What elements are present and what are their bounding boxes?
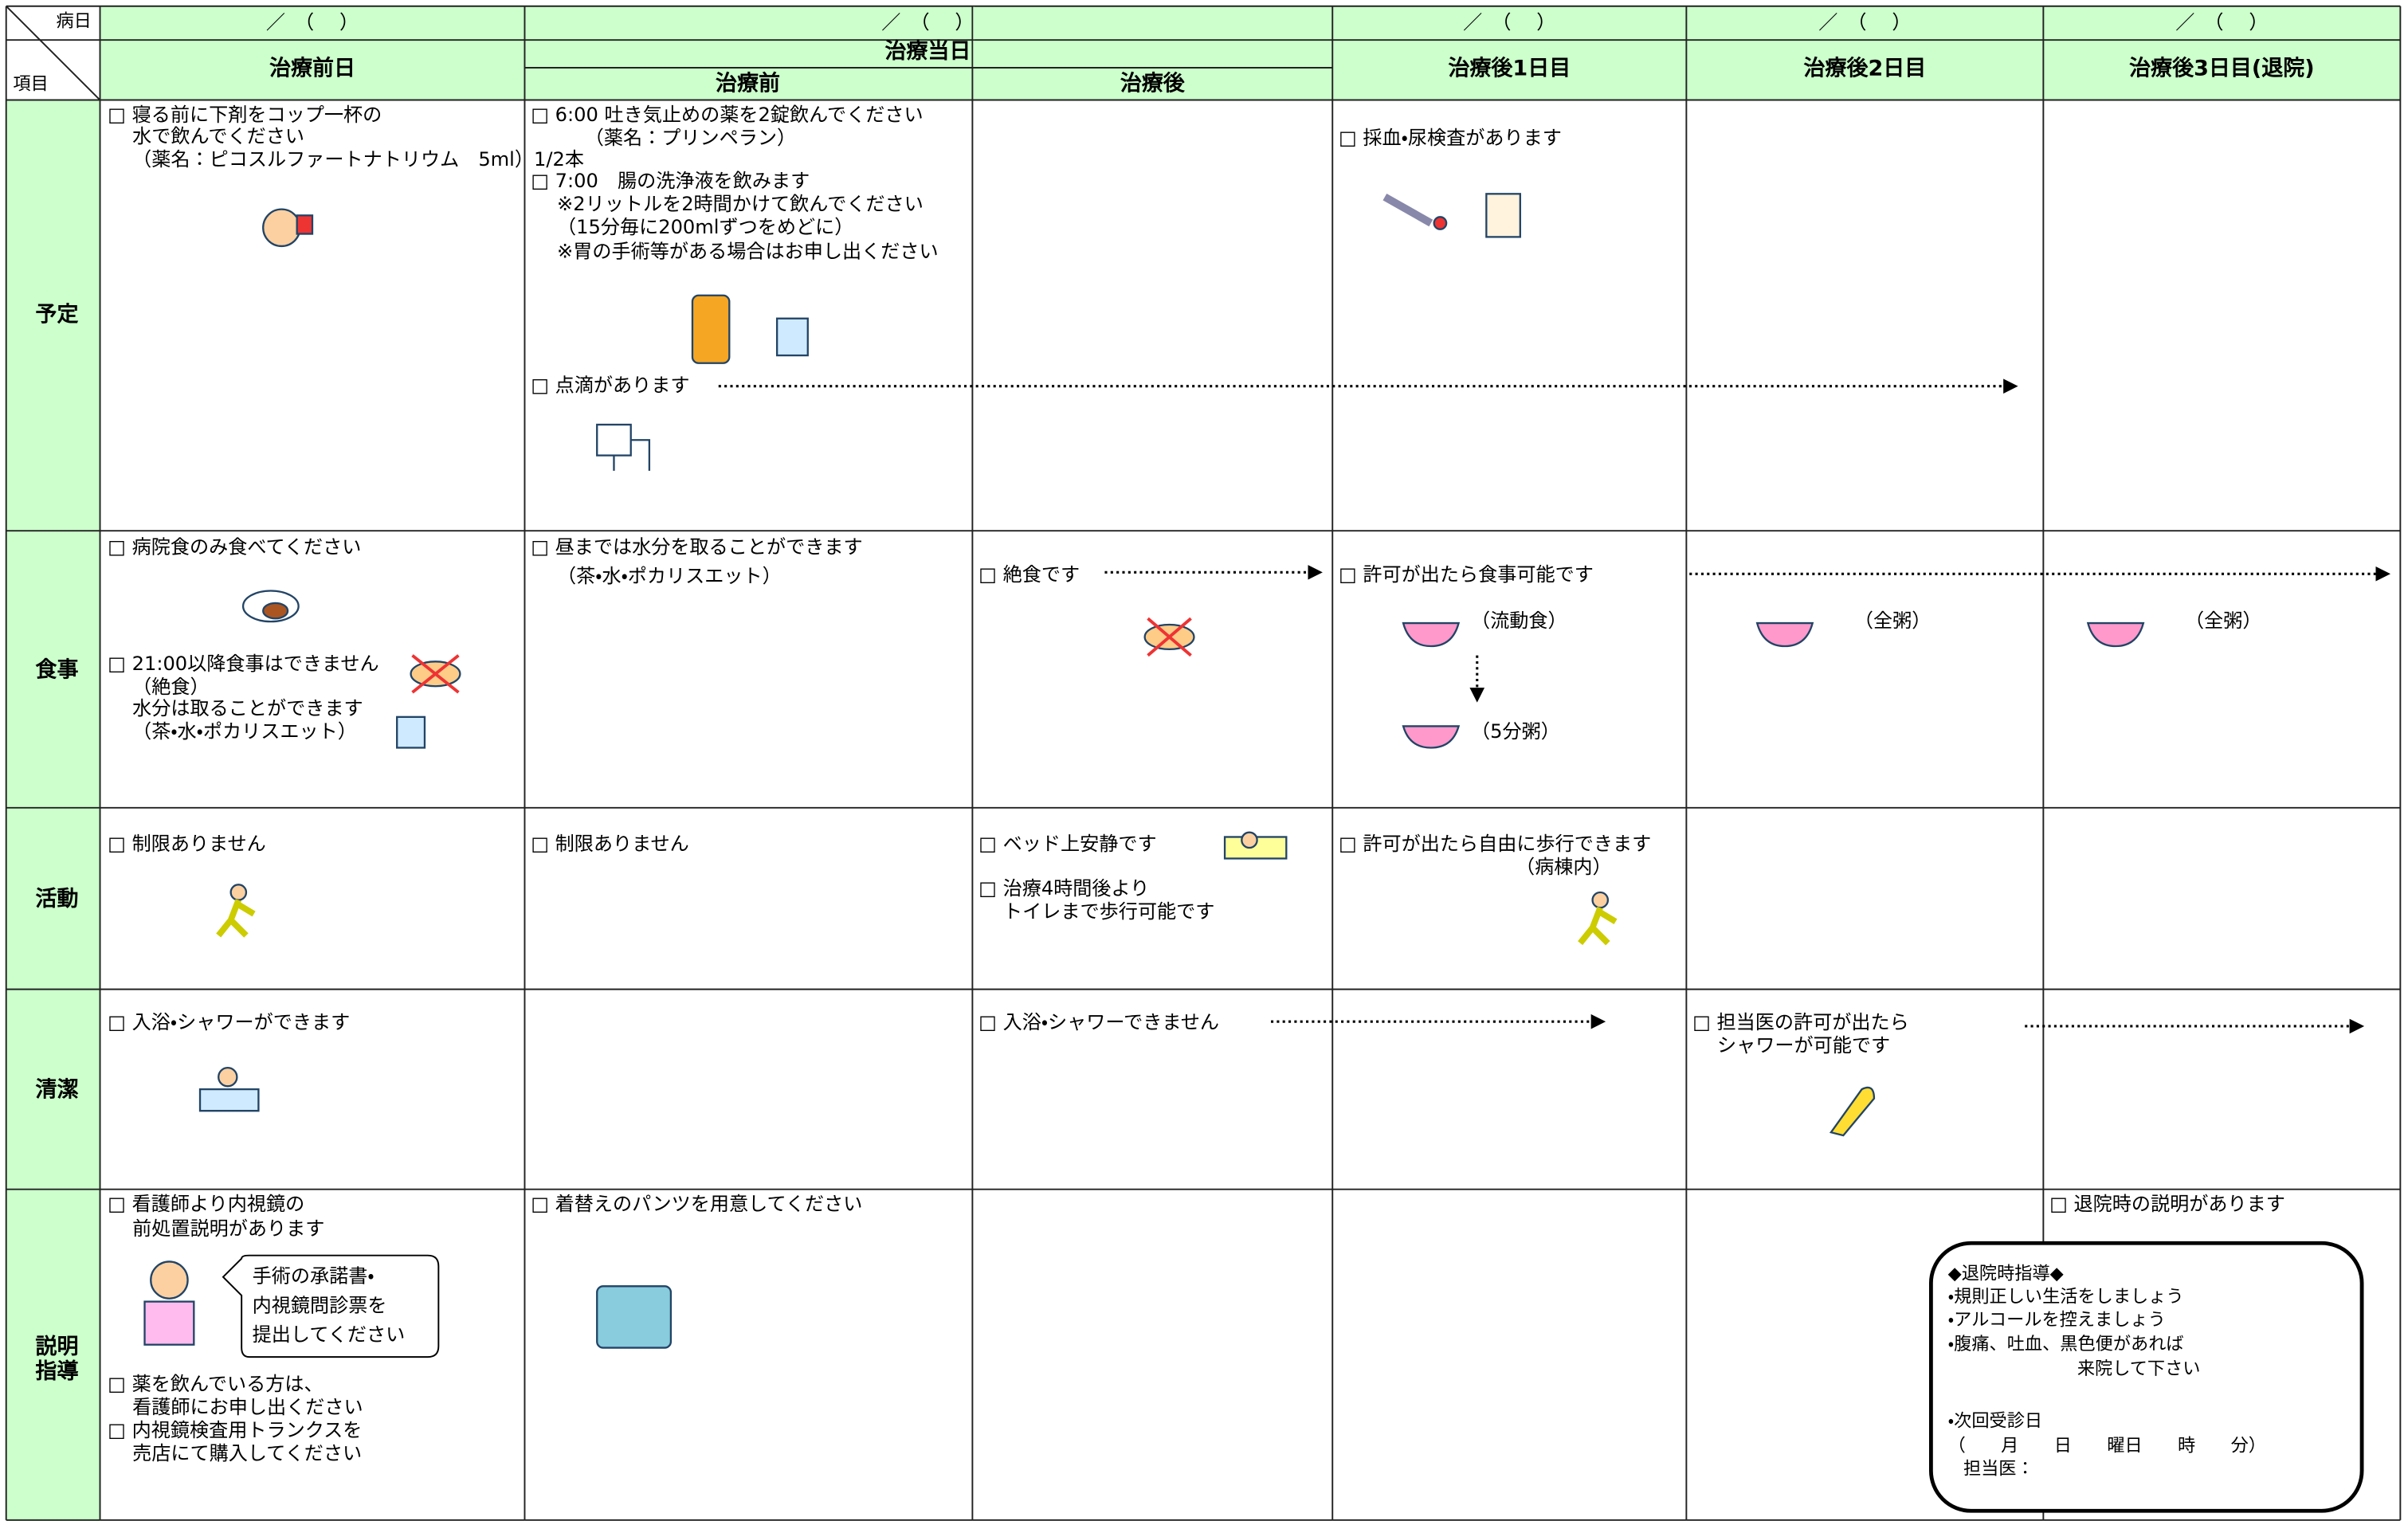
grid <box>5 5 2402 1521</box>
text: 前処置説明があります <box>132 1217 324 1240</box>
text: 清潔 <box>35 1078 78 1103</box>
text: □ 制限ありません <box>108 833 266 855</box>
text: ／ （ ） <box>1463 11 1555 33</box>
text: 治療後1日目 <box>1448 56 1571 80</box>
text: □ 7:00 腸の洗浄液を飲みます <box>531 170 810 192</box>
text: ◆退院時指導◆ <box>1948 1263 2064 1284</box>
text: □ 点滴があります <box>531 374 689 397</box>
text: 水分は取ることができます <box>132 697 363 719</box>
text: （病棟内） <box>1516 856 1612 878</box>
text: 水で飲んでください <box>132 125 304 147</box>
text: （15分毎に200mlずつをめどに） <box>557 216 853 238</box>
text: 説明 <box>35 1335 78 1359</box>
text: □ 採血・尿検査があります <box>1339 127 1562 149</box>
text: ※2リットルを2時間かけて飲んでください <box>557 193 924 215</box>
text: 活動 <box>35 887 78 911</box>
text: （5分粥） <box>1471 720 1560 743</box>
text: 治療後 <box>1120 72 1186 96</box>
text: □ 入浴・シャワーができます <box>108 1011 350 1033</box>
text: □ 入浴・シャワーできません <box>978 1011 1219 1033</box>
text: 治療後2日目 <box>1803 56 1926 80</box>
text: 治療前 <box>716 71 780 96</box>
text: □ 退院時の説明があります <box>2049 1193 2285 1215</box>
text: 看護師にお申し出ください <box>132 1396 363 1418</box>
text: 提出してください <box>253 1323 406 1346</box>
text: 治療前日 <box>269 55 355 80</box>
text: 食事 <box>35 657 78 682</box>
text: □ 内視鏡検査用トランクスを <box>108 1419 362 1441</box>
text: 項目 <box>13 74 48 95</box>
header-cover <box>973 6 975 40</box>
text: □ 制限ありません <box>531 833 689 855</box>
text: （全粥） <box>2185 610 2262 632</box>
text: （流動食） <box>1471 610 1567 632</box>
text: □ 寝る前に下剤をコップ一杯の <box>108 104 382 126</box>
text: 売店にて購入してください <box>132 1442 362 1464</box>
text: □ 治療4時間後より <box>978 877 1149 900</box>
text: □ ベッド上安静です <box>978 833 1156 855</box>
text: 内視鏡問診票を <box>253 1294 387 1316</box>
text: ・アルコールを控えましょう <box>1948 1309 2166 1330</box>
text: （ 月 日 曜日 時 分） <box>1948 1436 2266 1456</box>
text: （薬名：ピコスルファートナトリウム 5ml）1/2本 <box>132 148 584 171</box>
discharge-box <box>1928 1241 2364 1513</box>
text: 治療当日 <box>884 39 971 64</box>
text: 来院して下さい <box>2077 1358 2201 1379</box>
speech-bubble <box>222 1254 440 1358</box>
text: □ 担当医の許可が出たら <box>1692 1011 1909 1033</box>
text: 手術の承諾書・ <box>253 1265 375 1288</box>
text: □ 看護師より内視鏡の <box>108 1193 304 1215</box>
corner-diagonal <box>6 6 101 101</box>
text: 担当医： <box>1963 1459 2034 1480</box>
text: □ 昼までは水分を取ることができます <box>531 535 862 558</box>
text: ／ （ ） <box>1818 11 1911 33</box>
text: 予定 <box>35 302 78 327</box>
header-bg <box>6 6 2401 100</box>
text: シャワーが可能です <box>1717 1034 1890 1056</box>
icon <box>143 193 2145 1349</box>
text: ／ （ ） <box>2175 11 2268 33</box>
text: ・次回受診日 <box>1948 1411 2042 1432</box>
text: （茶・水・ポカリスエット） <box>132 720 357 743</box>
text: ／ （ ） <box>266 11 359 33</box>
label-bg <box>6 100 100 1521</box>
text: □ 絶食です <box>978 563 1080 586</box>
text: トイレまで歩行可能です <box>1003 900 1214 923</box>
text: □ 薬を飲んでいる方は、 <box>108 1373 324 1395</box>
text: ／ （ ） <box>881 11 974 33</box>
text: ※胃の手術等がある場合はお申し出ください <box>557 241 939 263</box>
text: 病日 <box>57 11 92 32</box>
text: 指導 <box>35 1358 78 1384</box>
text: （薬名：プリンペラン） <box>585 127 796 149</box>
text: （全粥） <box>1854 610 1931 632</box>
text: □ 6:00 吐き気止めの薬を2錠飲んでください <box>531 104 923 126</box>
text: 治療後3日目(退院) <box>2129 56 2315 80</box>
text: □ 許可が出たら食事可能です <box>1339 563 1594 586</box>
text: ・腹痛、吐血、黒色便があれば <box>1948 1334 2184 1354</box>
text: □ 21:00以降食事はできません <box>108 653 379 675</box>
text: □ 許可が出たら自由に歩行できます <box>1339 833 1651 855</box>
text: □ 病院食のみ食べてください <box>108 535 361 558</box>
header-cover <box>973 41 975 68</box>
text: （茶・水・ポカリスエット） <box>557 565 782 587</box>
text: □ 着替えのパンツを用意してください <box>531 1193 862 1215</box>
text: （絶食） <box>132 676 210 698</box>
text: ・規則正しい生活をしましょう <box>1948 1286 2184 1307</box>
